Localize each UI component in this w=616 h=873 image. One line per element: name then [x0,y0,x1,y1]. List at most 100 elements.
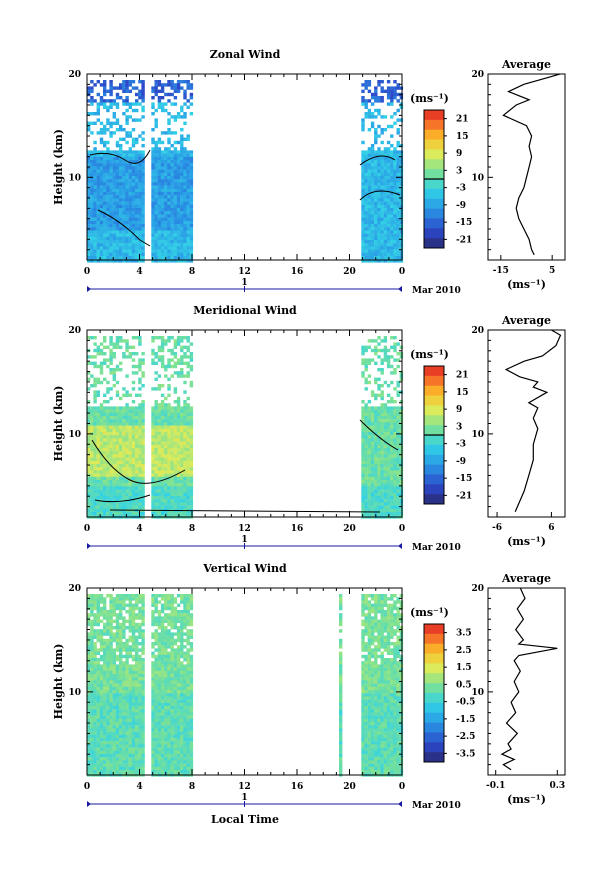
heatmap-cell [364,80,368,84]
heatmap-cell [170,512,174,516]
heatmap-cell [183,486,187,490]
heatmap-cell [115,460,120,465]
heatmap-cell [109,198,113,202]
heatmap-cell [361,460,365,465]
y-tick-label: 10 [68,173,81,183]
heatmap-cell [93,670,97,675]
heatmap-cell [119,150,123,154]
heatmap-cell [135,169,139,173]
heatmap-cell [138,492,142,497]
heatmap-cell [106,722,110,726]
heatmap-cell [87,667,91,671]
heatmap-cell [115,600,120,604]
heatmap-cell [367,112,372,116]
contour-lines [89,149,401,247]
heatmap-cell [157,460,162,465]
heatmap-cell [96,428,100,433]
heatmap-cell [103,192,107,196]
heatmap-cell [138,176,142,180]
heatmap-cell [386,473,391,477]
heatmap-cell [383,220,388,225]
heatmap-cell [135,470,139,474]
heatmap-cell [180,86,184,90]
heatmap-cell [115,496,120,500]
heatmap-cells [87,80,404,263]
heatmap-cell [96,505,100,509]
heatmap-cell [106,230,110,234]
heatmap-cell [87,416,91,420]
heatmap-cell [128,236,132,241]
heatmap-cell [125,706,129,710]
heatmap-cell [125,153,129,157]
heatmap-cell [90,467,94,471]
heatmap-cell [164,457,168,461]
heatmap-cell [367,441,372,445]
heatmap-cell [164,240,168,244]
heatmap-cell [186,179,190,183]
heatmap-cell [180,425,184,429]
heatmap-cell [380,480,384,484]
heatmap-cell [112,176,116,180]
heatmap-cell [364,176,368,180]
heatmap-cell [364,467,368,471]
heatmap-cell [87,486,91,490]
heatmap-cell [103,741,107,745]
heatmap-cell [99,156,104,161]
heatmap-cell [103,220,107,225]
heatmap-cell [119,425,123,429]
heatmap-cell [170,480,174,484]
heatmap-cell [396,243,400,247]
heatmap-cell [380,201,384,205]
heatmap-cell [131,613,136,617]
heatmap-cell [173,480,178,484]
heatmap-cell [141,502,145,506]
heatmap-cell [90,422,94,426]
heatmap-cell [112,464,116,468]
heatmap-cell [167,486,171,490]
heatmap-cell [151,348,155,353]
heatmap-cell [189,406,194,410]
heatmap-cell [106,380,110,385]
heatmap-cell [396,179,400,183]
heatmap-cell [377,249,381,253]
heatmap-cell [87,670,91,675]
heatmap-cell [122,259,126,263]
heatmap-cell [128,766,132,771]
heatmap-cell [99,610,104,614]
heatmap-cell [99,702,104,707]
heatmap-cell [377,457,381,461]
heatmap-cell [151,220,155,225]
heatmap-cell [106,709,110,713]
heatmap-cell [367,400,372,404]
heatmap-cell [99,236,104,241]
heatmap-cell [180,406,184,410]
heatmap-cell [396,483,400,487]
heatmap-cell [90,763,94,767]
heatmap-cell [119,738,123,742]
heatmap-cell [396,230,400,234]
heatmap-cell [112,115,116,119]
heatmap-cell [393,179,397,183]
heatmap-cell [390,409,394,413]
heatmap-cell [183,467,187,471]
heatmap-cell [103,658,107,662]
heatmap-cell [189,368,194,372]
heatmap-cell [106,718,110,723]
heatmap-cell [99,473,104,477]
heatmap-cell [87,192,91,196]
heatmap-cell [374,416,378,420]
heatmap-cell [170,102,174,106]
heatmap-cell [122,770,126,774]
heatmap-cell [119,192,123,196]
heatmap-cell [380,217,384,221]
heatmap-cell [90,86,94,90]
heatmap-cell [164,249,168,253]
heatmap-cell [374,451,378,455]
heatmap-cell [380,505,384,509]
heatmap-cell [361,140,365,145]
heatmap-cell [109,99,113,103]
heatmap-cell [170,188,174,193]
heatmap-cell [125,230,129,234]
heatmap-cell [183,236,187,241]
heatmap-cell [90,664,94,668]
